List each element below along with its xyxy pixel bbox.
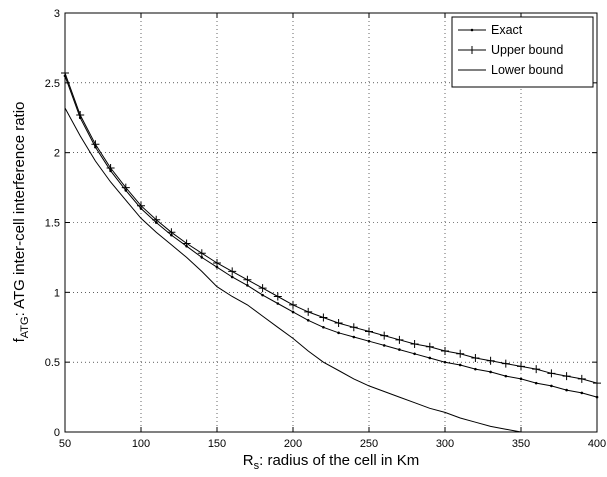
data-point xyxy=(580,391,584,395)
data-point xyxy=(200,256,204,259)
series-2 xyxy=(64,107,522,433)
data-point xyxy=(337,331,340,335)
data-point xyxy=(428,356,432,360)
y-tick-label: 0 xyxy=(54,427,60,439)
y-tick-label: 1.5 xyxy=(45,218,60,230)
y-tick-label: 2.5 xyxy=(45,78,60,90)
data-point xyxy=(322,325,325,329)
data-point xyxy=(304,307,313,316)
y-axis-label: fATG: ATG inter-cell interference ratio xyxy=(11,102,31,343)
x-tick-label: 350 xyxy=(512,438,530,450)
data-point xyxy=(230,275,234,279)
plot-frame xyxy=(64,12,598,433)
data-point xyxy=(261,293,264,297)
data-point xyxy=(289,300,297,309)
data-point xyxy=(291,310,295,314)
data-point xyxy=(456,349,465,358)
data-point xyxy=(425,342,434,351)
data-point xyxy=(228,267,237,276)
x-tick-label: 50 xyxy=(59,438,71,450)
legend-item: Upper bound xyxy=(458,43,563,57)
data-point xyxy=(501,359,510,368)
data-point xyxy=(365,327,373,336)
x-tick-label: 300 xyxy=(436,438,454,450)
data-point xyxy=(258,284,267,293)
legend-item: Lower bound xyxy=(458,63,563,77)
data-point xyxy=(413,352,416,356)
data-point xyxy=(276,302,280,305)
data-point xyxy=(486,356,495,365)
data-point xyxy=(532,365,541,374)
grid xyxy=(65,13,597,432)
legend-marker xyxy=(470,28,474,32)
data-point xyxy=(367,339,371,343)
data-point xyxy=(319,313,328,322)
data-point xyxy=(106,164,115,173)
data-point xyxy=(334,319,343,328)
y-tick-label: 2 xyxy=(54,148,60,160)
data-point xyxy=(519,377,523,381)
data-point xyxy=(471,353,480,362)
y-tick-label: 0.5 xyxy=(45,357,60,369)
data-point xyxy=(121,183,130,192)
series-line xyxy=(64,72,598,384)
data-point xyxy=(137,201,145,210)
x-tick-label: 200 xyxy=(284,438,302,450)
tick-labels: 50 100 150 200 250 300 350 400 0 0.5 1 1.5 2 2.5 3 xyxy=(45,8,606,450)
data-point xyxy=(197,249,206,258)
data-point xyxy=(91,140,100,149)
data-point xyxy=(213,259,221,268)
data-point xyxy=(504,374,508,378)
data-point xyxy=(395,335,404,344)
data-point xyxy=(517,362,525,371)
data-point xyxy=(273,292,282,301)
data-point xyxy=(474,367,477,371)
x-tick-label: 100 xyxy=(132,438,150,450)
data-point xyxy=(76,110,85,119)
data-point xyxy=(349,323,358,332)
legend-box xyxy=(451,16,594,88)
data-point xyxy=(547,369,556,378)
y-tick-label: 1 xyxy=(54,287,60,299)
data-point xyxy=(182,239,191,248)
data-point xyxy=(562,372,571,381)
data-point xyxy=(380,331,389,340)
legend-label: Lower bound xyxy=(491,63,563,77)
legend-marker xyxy=(468,46,476,54)
legend-label: Exact xyxy=(491,23,523,37)
x-tick-label: 400 xyxy=(588,438,606,450)
data-point xyxy=(550,384,553,388)
data-point xyxy=(246,284,249,287)
data-point xyxy=(167,228,176,237)
y-tick-label: 3 xyxy=(54,8,60,20)
x-tick-label: 150 xyxy=(208,438,226,450)
data-point xyxy=(489,370,492,374)
series-line xyxy=(64,107,522,433)
data-point xyxy=(352,335,356,339)
series-1 xyxy=(61,69,601,388)
legend-label: Upper bound xyxy=(491,43,563,57)
data-point xyxy=(534,381,538,385)
data-point xyxy=(441,346,449,355)
data-point xyxy=(382,344,386,347)
data-point xyxy=(215,265,219,269)
data-point xyxy=(443,360,447,364)
data-point xyxy=(152,215,161,224)
x-axis-label: Rs: radius of the cell in Km xyxy=(243,452,419,472)
x-tick-label: 250 xyxy=(360,438,378,450)
legend-item: Exact xyxy=(458,23,523,37)
data-point xyxy=(398,348,401,351)
legend: Exact Upper bound Lower bound xyxy=(451,16,594,88)
data-point xyxy=(243,275,252,284)
data-point xyxy=(565,388,568,392)
data-point xyxy=(306,318,310,322)
series-layer xyxy=(61,69,601,433)
data-point xyxy=(410,340,419,349)
data-point xyxy=(577,374,586,383)
data-point xyxy=(458,363,462,367)
